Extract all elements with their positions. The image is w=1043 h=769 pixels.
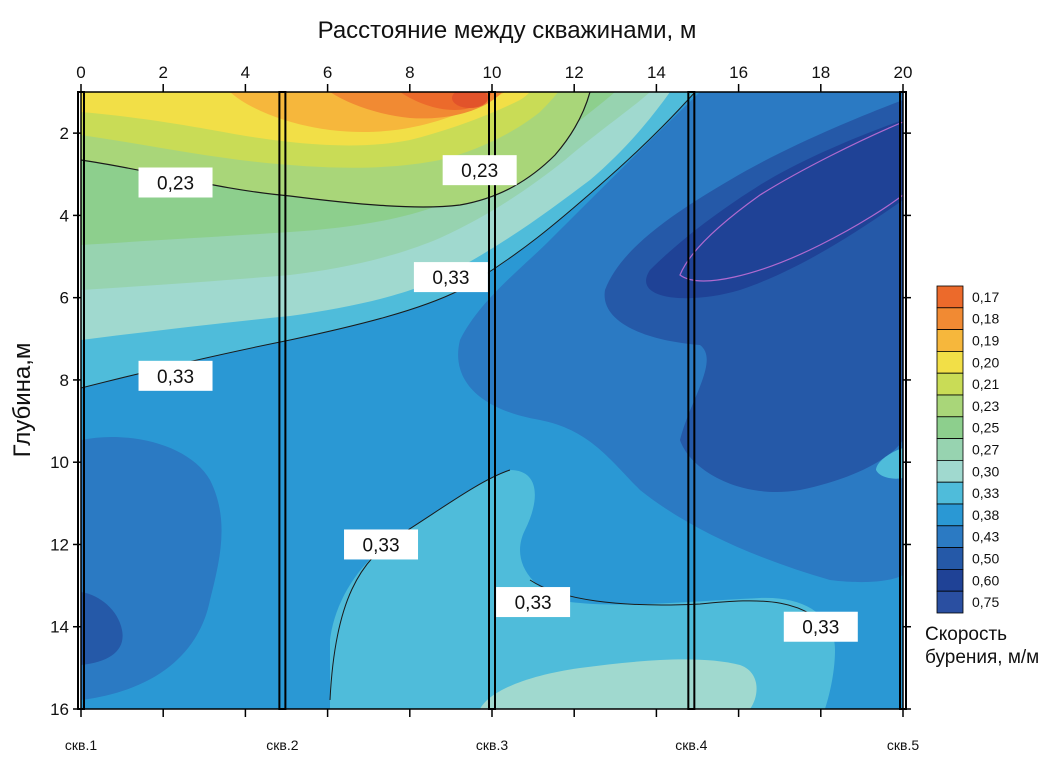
- region-0-50-lower-left: [81, 592, 123, 665]
- x-tick-label: 6: [323, 63, 332, 82]
- contour-label: 0,33: [802, 618, 839, 639]
- colorbar-label: 0,20: [972, 354, 999, 370]
- x-tick-label: 16: [729, 63, 748, 82]
- colorbar-swatch: [936, 503, 964, 527]
- colorbar-swatch: [936, 525, 964, 548]
- colorbar-label: 0,38: [972, 507, 999, 523]
- contour-label-box: [413, 262, 488, 293]
- contour-field: [81, 92, 903, 709]
- contour-label: 0,33: [515, 593, 552, 614]
- contour-label-box: [344, 529, 419, 560]
- y-tick-label: 8: [60, 371, 69, 390]
- colorbar-swatch: [936, 372, 964, 396]
- y-tick-label: 6: [60, 289, 69, 308]
- colorbar-label: 0,18: [972, 311, 999, 327]
- axis-layer: 0 2 4 6 8 10 12 14 16 18 20 2 4 6 8 10 12 14 16: [50, 63, 912, 719]
- colorbar-title-line2: бурения, м/м: [925, 647, 1039, 668]
- contour-label-box: [783, 611, 858, 642]
- colorbar-label: 0,21: [972, 376, 999, 392]
- y-tick-label: 14: [50, 618, 69, 637]
- x-tick-label: 14: [647, 63, 666, 82]
- well-label: скв.2: [266, 737, 298, 753]
- region-0-60-right: [646, 120, 903, 299]
- colorbar-swatch: [936, 285, 964, 309]
- well-label: скв.1: [65, 737, 97, 753]
- colorbar-label: 0,19: [972, 333, 999, 349]
- y-tick-label: 10: [50, 453, 69, 472]
- colorbar-swatch: [936, 350, 964, 374]
- contour-line-0-33-top: [81, 92, 696, 389]
- contour-label: 0,33: [432, 268, 469, 289]
- colorbar-label: 0,17: [972, 289, 999, 305]
- colorbar-label: 0,75: [972, 594, 999, 610]
- region-0-33-lower: [330, 470, 835, 709]
- colorbar-swatch: [936, 307, 964, 330]
- colorbar-label: 0,43: [972, 529, 999, 545]
- contour-label: 0,33: [363, 535, 400, 556]
- x-tick-label: 20: [894, 63, 913, 82]
- contour-line-0-75: [679, 121, 903, 282]
- region-0-33-right-edge: [876, 448, 903, 479]
- colorbar-swatch: [936, 416, 964, 439]
- x-tick-label: 18: [811, 63, 830, 82]
- well-label: скв.4: [675, 737, 707, 753]
- contour-label-box: [442, 155, 517, 186]
- contour-label: 0,33: [157, 367, 194, 388]
- contour-label: 0,23: [157, 173, 194, 194]
- colorbar-label: 0,23: [972, 398, 999, 414]
- y-tick-label: 16: [50, 700, 69, 719]
- colorbar-swatch: [936, 569, 964, 592]
- x-tick-label: 0: [76, 63, 85, 82]
- region-min-core: [452, 92, 488, 108]
- y-tick-label: 2: [60, 124, 69, 143]
- x-tick-label: 12: [565, 63, 584, 82]
- well-label: скв.3: [476, 737, 508, 753]
- colorbar-swatch: [936, 481, 964, 505]
- colorbar-swatch: [936, 547, 964, 570]
- contour-labels-layer: 0,23 0,23 0,33 0,33 0,33 0,33 0,33: [138, 155, 858, 642]
- colorbar-label: 0,50: [972, 551, 999, 567]
- colorbar-swatch: [936, 329, 964, 352]
- y-axis-title: Глубина,м: [9, 343, 36, 458]
- contour-label-box: [138, 360, 213, 391]
- contour-label-box: [138, 167, 213, 198]
- x-axis-title: Расстояние между скважинами, м: [318, 17, 697, 44]
- y-tick-label: 12: [50, 535, 69, 554]
- colorbar-swatch: [936, 394, 964, 418]
- x-tick-label: 2: [158, 63, 167, 82]
- colorbar-label: 0,25: [972, 420, 999, 436]
- x-tick-label: 8: [405, 63, 414, 82]
- colorbar-swatch: [936, 459, 964, 483]
- colorbar-label: 0,27: [972, 442, 999, 458]
- colorbar-swatch: [936, 438, 964, 461]
- contour-label-box: [496, 587, 571, 618]
- colorbar-label: 0,60: [972, 572, 999, 588]
- colorbar-label: 0,30: [972, 463, 999, 479]
- colorbar: 0,17 0,18 0,19 0,20 0,21 0,23 0,25 0,27 0,30 0,33…: [936, 285, 999, 614]
- well-label: скв.5: [887, 737, 919, 753]
- x-tick-label: 4: [241, 63, 250, 82]
- colorbar-swatch: [936, 590, 964, 614]
- x-tick-label: 10: [483, 63, 502, 82]
- colorbar-label: 0,33: [972, 485, 999, 501]
- contour-label: 0,23: [461, 161, 498, 182]
- colorbar-title-line1: Скорость: [925, 624, 1007, 645]
- y-tick-label: 4: [60, 206, 69, 225]
